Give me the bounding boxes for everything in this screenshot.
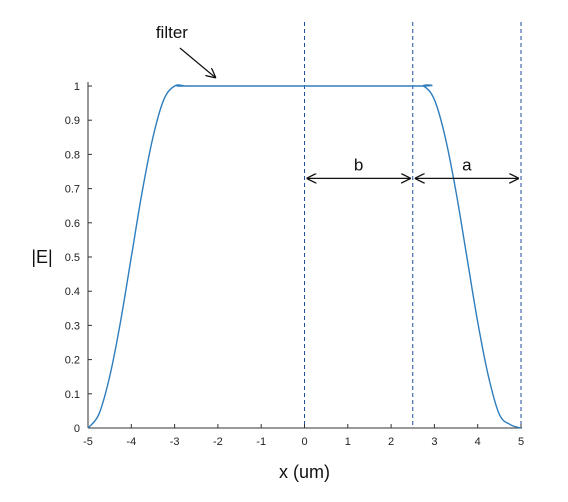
x-axis-label: x (um) — [279, 462, 330, 482]
span-label: b — [354, 155, 363, 174]
x-tick-label: -5 — [83, 436, 93, 448]
series-line — [87, 84, 522, 429]
x-tick-label: -4 — [126, 436, 136, 448]
x-tick-label: 2 — [388, 436, 394, 448]
series-layer — [87, 84, 522, 429]
y-tick-label: 0.1 — [65, 389, 80, 401]
x-tick-label: -2 — [213, 436, 223, 448]
y-tick-label: 1 — [74, 81, 80, 93]
x-tick-label: 0 — [301, 436, 307, 448]
span-label: a — [462, 155, 472, 174]
annotations: filter b a — [156, 23, 519, 178]
annotation-label: filter — [156, 23, 188, 42]
x-tick-label: 4 — [475, 436, 481, 448]
y-tick-label: 0.6 — [65, 218, 80, 230]
annotation-arrow — [179, 47, 216, 78]
y-tick-label: 0.2 — [65, 355, 80, 367]
reference-lines — [304, 22, 522, 428]
x-tick-label: -3 — [170, 436, 180, 448]
y-tick-label: 0.3 — [65, 320, 80, 332]
x-tick-label: 1 — [345, 436, 351, 448]
x-tick-label: 5 — [518, 436, 524, 448]
y-tick-label: 0.7 — [65, 184, 80, 196]
y-tick-label: 0 — [74, 423, 80, 435]
y-axis-label: |E| — [31, 247, 52, 267]
axes: -5 -4 -3 -2 -1 0 1 2 3 4 5 0 0.1 0.2 0.3 0.4 0.5 0.6 0.7 0.… — [65, 81, 524, 448]
x-tick-label: -1 — [256, 436, 266, 448]
y-tick-label: 0.4 — [65, 286, 80, 298]
y-tick-label: 0.5 — [65, 252, 80, 264]
y-tick-label: 0.9 — [65, 115, 80, 127]
x-tick-label: 3 — [431, 436, 437, 448]
y-tick-label: 0.8 — [65, 149, 80, 161]
